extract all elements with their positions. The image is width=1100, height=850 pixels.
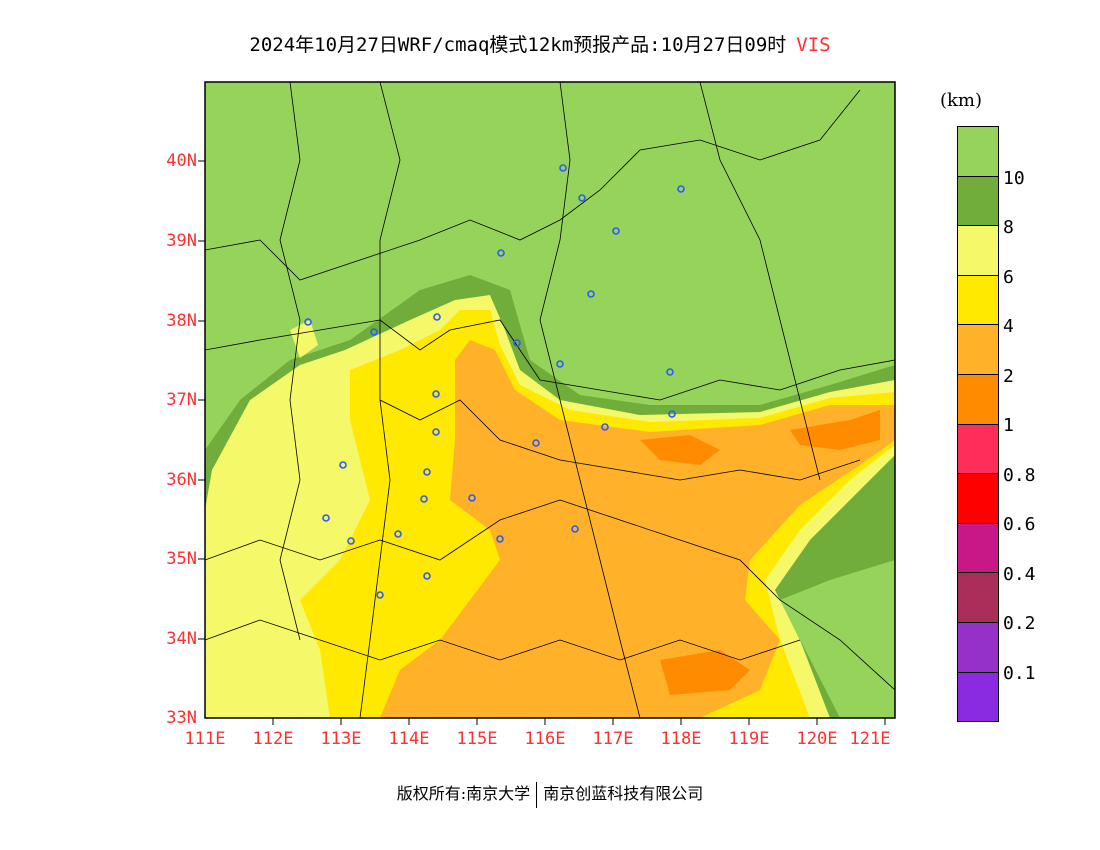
lat-tick-label: 39N (166, 231, 197, 251)
lon-tick-label: 121E (849, 729, 891, 749)
color-bar-swatch (958, 127, 998, 177)
legend-label: 2 (1003, 366, 1014, 387)
color-bar-swatch (958, 573, 998, 623)
legend-label: 0.4 (1003, 564, 1036, 585)
color-bar-swatch (958, 622, 998, 673)
color-bar-swatch (958, 226, 998, 276)
lon-tick-label: 115E (456, 729, 498, 749)
legend-label: 1 (1003, 415, 1014, 436)
copyright-company: 南京创蓝科技有限公司 (543, 784, 704, 803)
legend-label: 8 (1003, 217, 1014, 238)
copyright-owner: 版权所有:南京大学 (396, 784, 531, 803)
legend-label: 0.8 (1003, 465, 1036, 486)
variable-name: VIS (796, 34, 831, 56)
vis-field-2-4 (380, 340, 895, 718)
lon-tick-label: 116E (524, 729, 566, 749)
lon-tick-label: 112E (252, 729, 294, 749)
color-bar-swatch (958, 325, 998, 375)
lat-tick-label: 34N (166, 629, 197, 649)
color-bar-swatch (958, 424, 998, 475)
legend-label: 6 (1003, 267, 1014, 288)
title-text: 2024年10月27日WRF/cmaq模式12km预报产品:10月27日09时 (249, 34, 787, 56)
lat-tick-label: 36N (166, 470, 197, 490)
legend-label: 0.2 (1003, 613, 1036, 634)
vis-field-6-8-patch (290, 320, 318, 358)
lat-tick-label: 33N (166, 708, 197, 728)
legend-unit: (km) (940, 90, 983, 111)
legend-label: 0.6 (1003, 514, 1036, 535)
lon-tick-label: 117E (592, 729, 634, 749)
axis-ticks (198, 160, 886, 725)
lon-tick-label: 113E (320, 729, 362, 749)
color-bar-swatch (958, 275, 998, 326)
footer-divider (536, 781, 538, 808)
lon-tick-label: 120E (796, 729, 838, 749)
lon-tick-label: 118E (660, 729, 702, 749)
legend-label: 4 (1003, 316, 1014, 337)
lat-tick-label: 35N (166, 549, 197, 569)
lat-tick-label: 38N (166, 311, 197, 331)
color-bar (957, 126, 999, 723)
lon-tick-label: 119E (728, 729, 770, 749)
legend-label: 10 (1003, 168, 1025, 189)
vis-field-1-2 (640, 410, 880, 695)
color-bar-swatch (958, 672, 998, 722)
color-bar-swatch (958, 374, 998, 425)
copyright-footer: 版权所有:南京大学 南京创蓝科技有限公司 (0, 780, 1100, 808)
province-boundaries (205, 82, 895, 718)
color-bar-swatch (958, 176, 998, 227)
legend-label: 0.1 (1003, 663, 1036, 684)
lat-tick-label: 37N (166, 390, 197, 410)
map-title: 2024年10月27日WRF/cmaq模式12km预报产品:10月27日09时 V… (0, 30, 1080, 57)
lat-tick-label: 40N (166, 151, 197, 171)
color-bar-swatch (958, 474, 998, 524)
lon-tick-label: 111E (184, 729, 226, 749)
lon-tick-label: 114E (388, 729, 430, 749)
city-station-markers (304, 164, 685, 599)
color-bar-swatch (958, 523, 998, 574)
